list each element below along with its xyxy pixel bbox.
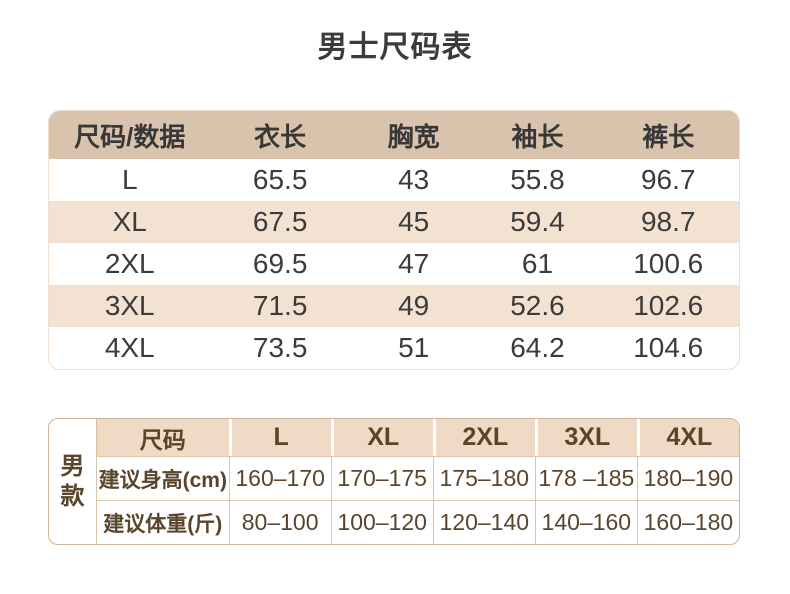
table-row-4XL: 4XL 73.5 51 64.2 104.6 [49, 327, 739, 369]
value-cell: 120–140 [432, 501, 535, 544]
value-cell: 61 [521, 248, 554, 279]
header-cell-pants-length: 裤长 [642, 121, 695, 152]
value-cell: 69.5 [252, 248, 308, 279]
row-label-cell: 建议身高(cm) [98, 468, 227, 492]
value-cell: 102.6 [633, 290, 704, 321]
header-cell-3XL: 3XL [534, 419, 637, 456]
value-cell: 160–180 [636, 501, 739, 544]
table-row-L: L 65.5 43 55.8 96.7 [49, 159, 739, 201]
fit-table-group-label: 男款 [60, 452, 85, 510]
value-cell: 160–170 [228, 457, 331, 500]
value-cell: 52.6 [510, 290, 565, 321]
value-cell: 59.4 [510, 206, 565, 237]
value-cell: 96.7 [640, 164, 696, 195]
value-cell: 100–120 [330, 501, 433, 544]
header-cell-chest-width: 胸宽 [387, 121, 440, 152]
table-row-height: 建议身高(cm) 160–170 170–175 175–180 178 –18… [97, 456, 739, 500]
value-cell: 51 [398, 332, 430, 363]
value-cell: 180–190 [636, 457, 739, 500]
value-cell: 65.5 [252, 164, 308, 195]
header-cell-2XL: 2XL [432, 419, 535, 456]
size-cell: 2XL [104, 248, 155, 279]
value-cell: 43 [398, 164, 430, 195]
fit-table-header-row: 尺码 L XL 2XL 3XL 4XL [97, 419, 739, 456]
table-row-3XL: 3XL 71.5 49 52.6 102.6 [49, 285, 739, 327]
size-cell: 3XL [104, 290, 155, 321]
value-cell: 73.5 [252, 332, 308, 363]
value-cell: 170–175 [330, 457, 433, 500]
measurement-table: 尺码/数据 衣长 胸宽 袖长 裤长 L 65.5 43 55.8 96.7 XL… [48, 110, 740, 370]
header-cell-L: L [228, 419, 331, 456]
fit-table: 男款 尺码 L XL 2XL 3XL 4XL 建议身高(cm) 160–170 … [48, 418, 740, 545]
fit-table-main: 尺码 L XL 2XL 3XL 4XL 建议身高(cm) 160–170 170… [97, 419, 739, 544]
value-cell: 98.7 [640, 206, 696, 237]
row-label-cell: 建议体重(斤) [103, 512, 223, 536]
value-cell: 100.6 [633, 248, 704, 279]
header-cell-garment-length: 衣长 [254, 121, 307, 152]
header-cell-XL: XL [330, 419, 433, 456]
measurement-table-header-row: 尺码/数据 衣长 胸宽 袖长 裤长 [49, 111, 739, 159]
value-cell: 64.2 [510, 332, 565, 363]
header-cell-4XL: 4XL [636, 419, 739, 456]
page-title: 男士尺码表 [317, 31, 473, 64]
value-cell: 71.5 [252, 290, 308, 321]
value-cell: 104.6 [633, 332, 704, 363]
header-cell-size: 尺码 [97, 419, 229, 456]
value-cell: 178 –185 [534, 457, 637, 500]
value-cell: 45 [398, 206, 430, 237]
size-cell: 4XL [104, 332, 155, 363]
value-cell: 49 [398, 290, 430, 321]
fit-table-group-cell: 男款 [49, 419, 97, 544]
value-cell: 80–100 [228, 501, 331, 544]
value-cell: 47 [398, 248, 430, 279]
table-row-2XL: 2XL 69.5 47 61 100.6 [49, 243, 739, 285]
header-cell-size-data: 尺码/数据 [74, 121, 186, 152]
size-cell: XL [112, 206, 147, 237]
value-cell: 55.8 [510, 164, 565, 195]
table-row-XL: XL 67.5 45 59.4 98.7 [49, 201, 739, 243]
value-cell: 67.5 [252, 206, 308, 237]
table-row-weight: 建议体重(斤) 80–100 100–120 120–140 140–160 1… [97, 500, 739, 544]
value-cell: 140–160 [534, 501, 637, 544]
value-cell: 175–180 [432, 457, 535, 500]
size-cell: L [121, 164, 138, 195]
header-cell-sleeve-length: 袖长 [511, 121, 564, 152]
